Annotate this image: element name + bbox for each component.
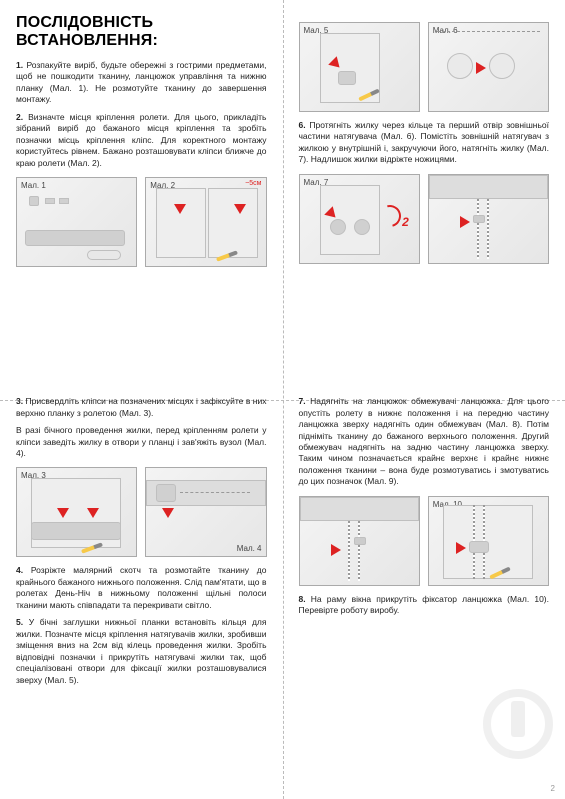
figure-row-9-10: Мал. 9 Мал. 10	[299, 496, 550, 586]
step-4-text: 4. Розріжте малярний скотч та розмотайте…	[16, 565, 267, 611]
figure-7-callout: 2	[402, 215, 409, 229]
figure-row-7-8: Мал. 7 2 Мал. 8	[299, 174, 550, 264]
figure-10: Мал. 10	[428, 496, 549, 586]
figure-9: Мал. 9	[299, 496, 420, 586]
step-2-text: 2. Визначте місця кріплення ролети. Для …	[16, 112, 267, 169]
step-8-text: 8. На раму вікна прикрутіть фіксатор лан…	[299, 594, 550, 617]
step-3b-text: В разі бічного проведення жилки, перед к…	[16, 425, 267, 459]
step-3a-body: Присвердліть кліпси на позначених місцях…	[16, 396, 267, 417]
figure-2-dimension: ~5см	[245, 180, 261, 187]
step-7-text: 7. Надягніть на ланцюжок обмежувачі ланц…	[299, 396, 550, 488]
step-7-body: Надягніть на ланцюжок обмежувачі ланцюжк…	[299, 396, 550, 486]
page-title: ПОСЛІДОВНІСТЬ ВСТАНОВЛЕННЯ:	[16, 14, 267, 50]
section-1: ПОСЛІДОВНІСТЬ ВСТАНОВЛЕННЯ: 1. Розпакуйт…	[0, 0, 283, 382]
step-1-text: 1. Розпакуйте виріб, будьте обережні з г…	[16, 60, 267, 106]
figure-row-1-2: Мал. 1 Мал. 2 ~5см	[16, 177, 267, 267]
figure-6: Мал. 6	[428, 22, 549, 112]
figure-4-label: Мал. 4	[237, 544, 262, 553]
figure-1: Мал. 1	[16, 177, 137, 267]
step-6-text: 6. Протягніть жилку через кільце та перш…	[299, 120, 550, 166]
figure-8: Мал. 8	[428, 174, 549, 264]
figure-row-5-6: Мал. 5 Мал. 6	[299, 22, 550, 112]
figure-3: Мал. 3	[16, 467, 137, 557]
step-3-text: 3. Присвердліть кліпси на позначених міс…	[16, 396, 267, 419]
step-4-body: Розріжте малярний скотч та розмотайте тк…	[16, 565, 267, 609]
section-2: Мал. 5 Мал. 6 6. Протягніть жилку через …	[283, 0, 565, 382]
step-5-text: 5. У бічні заглушки нижньої планки встан…	[16, 617, 267, 686]
figure-1-label: Мал. 1	[21, 181, 46, 190]
step-1-body: Розпакуйте виріб, будьте обережні з гост…	[16, 60, 267, 104]
watermark-icon	[483, 689, 553, 759]
figure-5: Мал. 5	[299, 22, 420, 112]
step-2-body: Визначте місця кріплення ролети. Для цьо…	[16, 112, 267, 168]
figure-7: Мал. 7 2	[299, 174, 420, 264]
figure-2: Мал. 2 ~5см	[145, 177, 266, 267]
step-6-body: Протягніть жилку через кільце та перший …	[299, 120, 550, 164]
step-8-body: На раму вікна прикрутіть фіксатор ланцюж…	[299, 594, 550, 615]
step-5-body: У бічні заглушки нижньої планки встанові…	[16, 617, 267, 684]
page-number: 2	[551, 784, 555, 793]
figure-row-3-4: Мал. 3 Мал. 4	[16, 467, 267, 557]
section-4: 7. Надягніть на ланцюжок обмежувачі ланц…	[283, 382, 565, 799]
figure-4: Мал. 4	[145, 467, 266, 557]
section-3: 3. Присвердліть кліпси на позначених міс…	[0, 382, 283, 799]
